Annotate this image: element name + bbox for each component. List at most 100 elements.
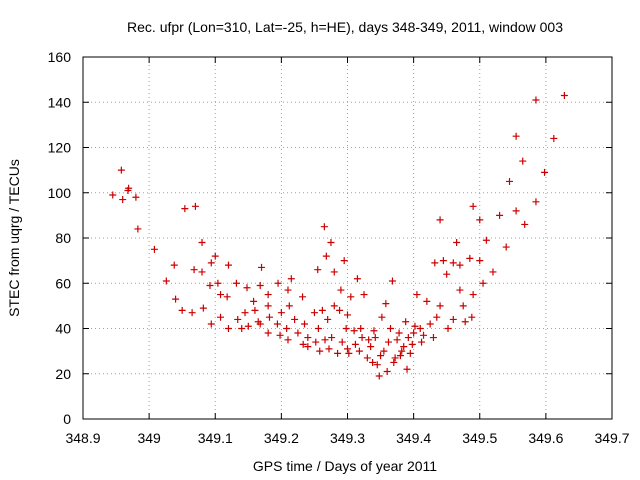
data-point bbox=[395, 329, 403, 337]
data-point bbox=[264, 302, 272, 310]
data-point bbox=[456, 261, 464, 269]
data-point bbox=[170, 261, 178, 269]
data-point bbox=[119, 196, 127, 204]
data-point bbox=[224, 261, 232, 269]
data-point bbox=[304, 334, 312, 342]
data-point bbox=[402, 318, 410, 326]
data-point bbox=[443, 270, 451, 278]
data-point bbox=[342, 325, 350, 332]
data-point bbox=[396, 352, 404, 360]
data-point bbox=[433, 313, 441, 321]
grid-layer bbox=[83, 57, 612, 419]
data-point bbox=[321, 336, 329, 344]
data-point bbox=[273, 320, 281, 328]
data-point bbox=[258, 263, 266, 271]
data-point bbox=[310, 309, 318, 317]
x-tick-label: 349.7 bbox=[594, 430, 629, 446]
data-point bbox=[489, 268, 497, 276]
data-point bbox=[301, 320, 309, 328]
data-point bbox=[232, 279, 240, 287]
data-point bbox=[377, 352, 385, 360]
data-point bbox=[318, 306, 326, 314]
data-point bbox=[453, 239, 461, 247]
data-point bbox=[398, 347, 406, 355]
data-point bbox=[426, 320, 434, 328]
x-tick-label: 348.9 bbox=[65, 430, 100, 446]
data-point bbox=[365, 336, 373, 344]
x-tick-label: 349.4 bbox=[396, 430, 431, 446]
data-point bbox=[284, 286, 292, 294]
data-point bbox=[241, 309, 249, 317]
y-tick-label: 40 bbox=[55, 321, 71, 337]
data-point bbox=[207, 320, 215, 328]
data-point bbox=[304, 343, 312, 351]
data-point bbox=[322, 252, 330, 260]
data-point bbox=[496, 211, 504, 219]
data-point bbox=[125, 184, 133, 192]
data-point bbox=[403, 365, 411, 373]
data-point bbox=[519, 157, 527, 165]
y-tick-label: 140 bbox=[48, 94, 72, 110]
plot-frame bbox=[82, 56, 613, 420]
data-point bbox=[256, 282, 264, 290]
data-point bbox=[238, 325, 246, 332]
data-point bbox=[383, 367, 391, 375]
data-point bbox=[283, 325, 291, 332]
data-point bbox=[334, 349, 342, 357]
data-point bbox=[274, 279, 282, 287]
data-point bbox=[337, 286, 345, 294]
data-point bbox=[408, 340, 416, 348]
data-point bbox=[386, 325, 394, 332]
data-point bbox=[172, 295, 180, 303]
data-point bbox=[217, 291, 225, 299]
data-point bbox=[117, 166, 125, 174]
data-point bbox=[521, 220, 529, 228]
data-point bbox=[466, 254, 474, 262]
data-point bbox=[449, 259, 457, 267]
data-point bbox=[251, 306, 259, 314]
data-point bbox=[420, 331, 428, 339]
data-point bbox=[423, 297, 431, 305]
data-point bbox=[459, 302, 467, 310]
data-point bbox=[378, 313, 386, 321]
data-point bbox=[449, 315, 457, 323]
data-point bbox=[244, 322, 252, 330]
data-point bbox=[541, 168, 549, 176]
data-point bbox=[532, 96, 540, 104]
data-point bbox=[550, 134, 558, 142]
data-point bbox=[224, 325, 232, 332]
data-point bbox=[390, 358, 398, 366]
data-point bbox=[330, 268, 338, 276]
data-point bbox=[360, 291, 368, 299]
data-point bbox=[198, 268, 206, 276]
data-point bbox=[312, 338, 320, 346]
data-point bbox=[431, 259, 439, 267]
data-point bbox=[198, 239, 206, 247]
data-point bbox=[206, 282, 214, 290]
data-point bbox=[391, 354, 399, 362]
data-point bbox=[132, 193, 140, 201]
data-point bbox=[264, 291, 272, 299]
data-point bbox=[178, 306, 186, 314]
data-point bbox=[416, 325, 424, 332]
data-point bbox=[357, 325, 365, 332]
data-point bbox=[190, 266, 198, 274]
y-tick-label: 100 bbox=[48, 185, 72, 201]
data-point bbox=[265, 313, 273, 321]
data-point bbox=[358, 334, 366, 342]
y-tick-label: 0 bbox=[63, 411, 71, 427]
data-point bbox=[207, 259, 215, 267]
data-point bbox=[316, 347, 324, 355]
data-point bbox=[411, 322, 419, 330]
data-point bbox=[418, 338, 426, 346]
data-point bbox=[400, 343, 408, 351]
y-tick-label: 20 bbox=[55, 366, 71, 382]
tick-label-layer: 348.9 349 349.1 349.2 349.3 349.4 349.5 349.6 34… bbox=[48, 49, 630, 446]
data-point bbox=[388, 277, 396, 285]
data-point bbox=[134, 225, 142, 233]
data-point bbox=[482, 236, 490, 244]
y-tick-label: 160 bbox=[48, 49, 72, 65]
data-point bbox=[320, 223, 328, 231]
data-point bbox=[109, 191, 117, 199]
